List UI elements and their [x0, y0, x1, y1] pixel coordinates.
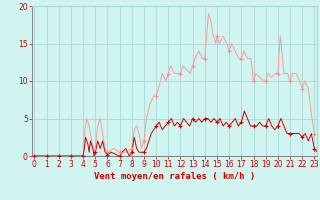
X-axis label: Vent moyen/en rafales ( km/h ): Vent moyen/en rafales ( km/h ) [94, 172, 255, 181]
